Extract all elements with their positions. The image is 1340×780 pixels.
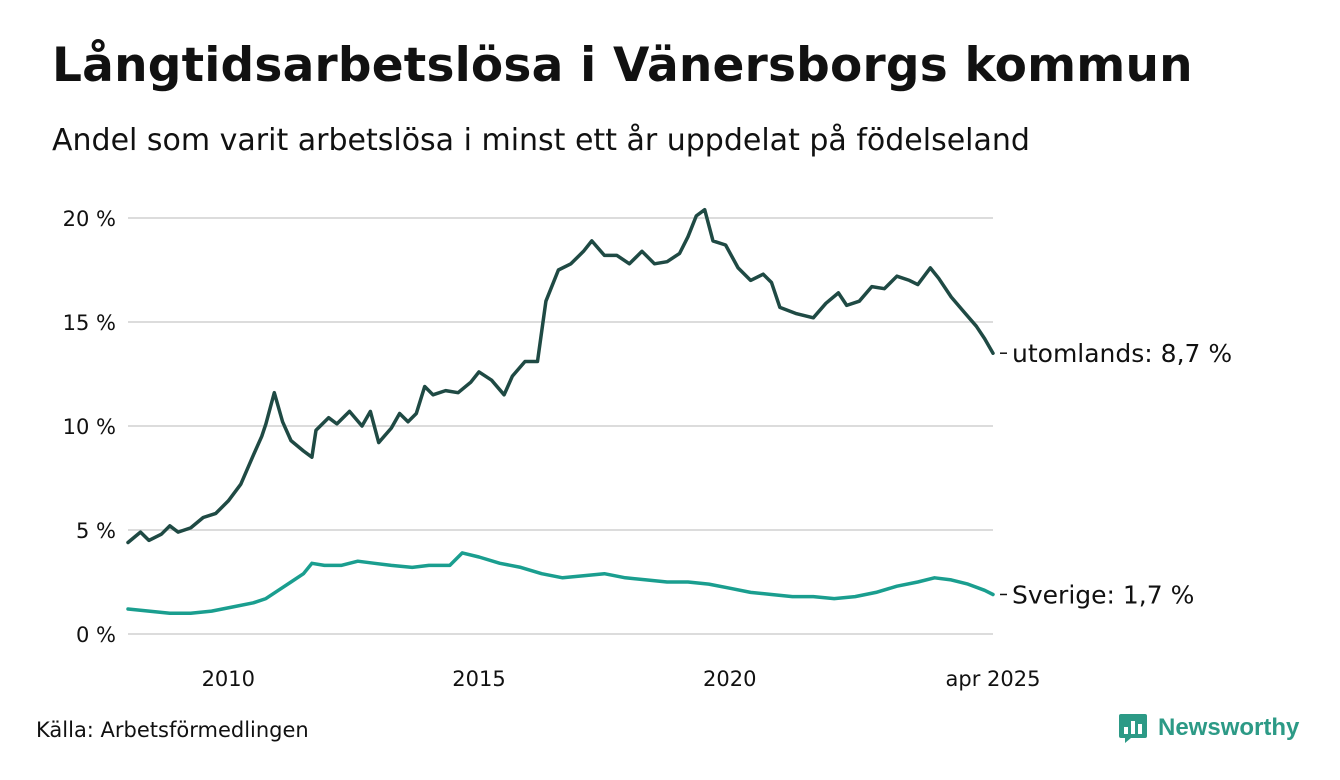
series-lines [126,207,995,615]
line-chart: 0 %5 %10 %15 %20 % 2010 2015 2020 apr 2025 … [63,207,1233,691]
brand-logo: Newsworthy [1118,712,1299,744]
x-tick-label: apr 2025 [946,667,1041,691]
y-tick-label: 10 % [63,415,116,439]
y-tick-label: 5 % [76,519,116,543]
grid-lines [128,217,993,635]
series-line-sverige [126,551,995,615]
y-tick-label: 20 % [63,207,116,231]
y-axis: 0 % 5 % 10 % 15 % 20 % [63,207,116,647]
end-labels: utomlands: 8,7 % Sverige: 1,7 % [1000,339,1232,609]
y-tick-label: 15 % [63,311,116,335]
y-tick-label: 0 % [76,623,116,647]
x-tick-label: 2020 [703,667,756,691]
series-line-utomlands [126,207,995,545]
x-tick-label: 2015 [452,667,505,691]
chart-subtitle: Andel som varit arbetslösa i minst ett å… [52,123,1030,158]
x-tick-label: 2010 [202,667,255,691]
chart-title: Långtidsarbetslösa i Vänersborgs kommun [52,38,1193,93]
newsworthy-logo-icon [1119,714,1147,743]
x-axis: 2010 2015 2020 apr 2025 [202,667,1041,691]
series-end-label: Sverige: 1,7 % [1012,580,1194,609]
brand-name: Newsworthy [1158,714,1300,741]
series-end-label: utomlands: 8,7 % [1012,339,1232,368]
source-note: Källa: Arbetsförmedlingen [36,718,309,742]
